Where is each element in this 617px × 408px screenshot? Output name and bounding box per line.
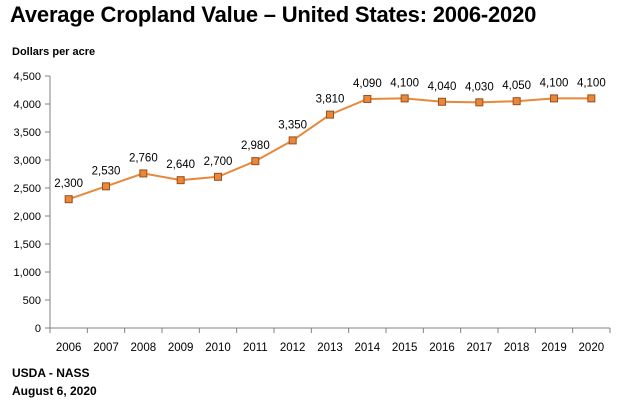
data-label: 4,050 <box>502 80 531 92</box>
x-tick-label: 2011 <box>243 342 268 354</box>
x-tick-label: 2010 <box>205 342 231 354</box>
data-label: 4,100 <box>540 77 569 89</box>
y-tick-label: 2,500 <box>13 183 41 195</box>
y-tick-label: 4,500 <box>13 71 41 83</box>
data-label: 2,300 <box>54 178 83 190</box>
y-tick-label: 1,500 <box>13 239 41 251</box>
data-label: 4,090 <box>353 78 382 90</box>
x-tick-label: 2013 <box>317 342 343 354</box>
data-point <box>475 98 484 107</box>
data-point <box>512 97 521 106</box>
data-point <box>102 182 110 191</box>
data-label: 2,640 <box>166 159 195 171</box>
y-tick-label: 2,000 <box>13 211 41 223</box>
y-tick-label: 500 <box>23 295 41 307</box>
x-tick-label: 2016 <box>429 342 455 354</box>
data-label: 2,530 <box>92 165 121 177</box>
data-point <box>64 195 73 204</box>
y-tick-label: 1,000 <box>13 267 41 279</box>
x-tick-label: 2018 <box>504 342 530 354</box>
data-point <box>288 136 297 145</box>
source-note: USDA - NASS <box>12 366 90 380</box>
y-tick-label: 3,500 <box>13 127 41 139</box>
x-tick-label: 2012 <box>280 342 306 354</box>
data-label: 4,100 <box>577 77 606 89</box>
data-label: 2,700 <box>204 156 233 168</box>
x-tick-label: 2014 <box>355 342 381 354</box>
data-point <box>251 157 260 166</box>
data-label: 4,030 <box>465 81 494 93</box>
x-tick-label: 2020 <box>579 342 605 354</box>
x-tick-label: 2009 <box>168 342 194 354</box>
data-point <box>400 94 409 103</box>
x-tick-label: 2015 <box>392 342 418 354</box>
data-point <box>550 94 558 103</box>
y-tick-label: 4,000 <box>13 99 41 111</box>
data-label: 3,810 <box>316 94 345 106</box>
data-label: 3,350 <box>278 119 307 131</box>
data-label: 4,100 <box>390 77 419 89</box>
data-point <box>326 110 334 119</box>
x-tick-label: 2017 <box>467 342 493 354</box>
y-tick-label: 3,000 <box>13 155 41 167</box>
data-point <box>587 94 596 103</box>
x-tick-label: 2019 <box>541 342 567 354</box>
chart-plot-area: 2,300 2,530 2,760 2,640 2,700 2,980 3,350 3,810… <box>54 77 606 204</box>
x-tick-label: 2008 <box>131 342 157 354</box>
data-point <box>438 97 446 106</box>
chart-axes: 0 500 1,000 1,500 2,000 2,500 3,000 3,500 4,000 4… <box>13 71 611 354</box>
data-label: 2,760 <box>129 152 158 164</box>
data-label: 2,980 <box>241 140 270 152</box>
data-label: 4,040 <box>428 81 457 93</box>
y-axis-label: Dollars per acre <box>12 46 96 58</box>
data-point <box>363 94 372 103</box>
data-point <box>139 169 148 178</box>
y-tick-label: 0 <box>35 323 41 335</box>
x-tick-label: 2006 <box>56 342 82 354</box>
chart-title: Average Cropland Value – United States: … <box>10 2 537 27</box>
data-point <box>176 176 185 185</box>
x-tick-label: 2007 <box>93 342 119 354</box>
data-point <box>214 172 222 181</box>
date-note: August 6, 2020 <box>12 384 97 398</box>
